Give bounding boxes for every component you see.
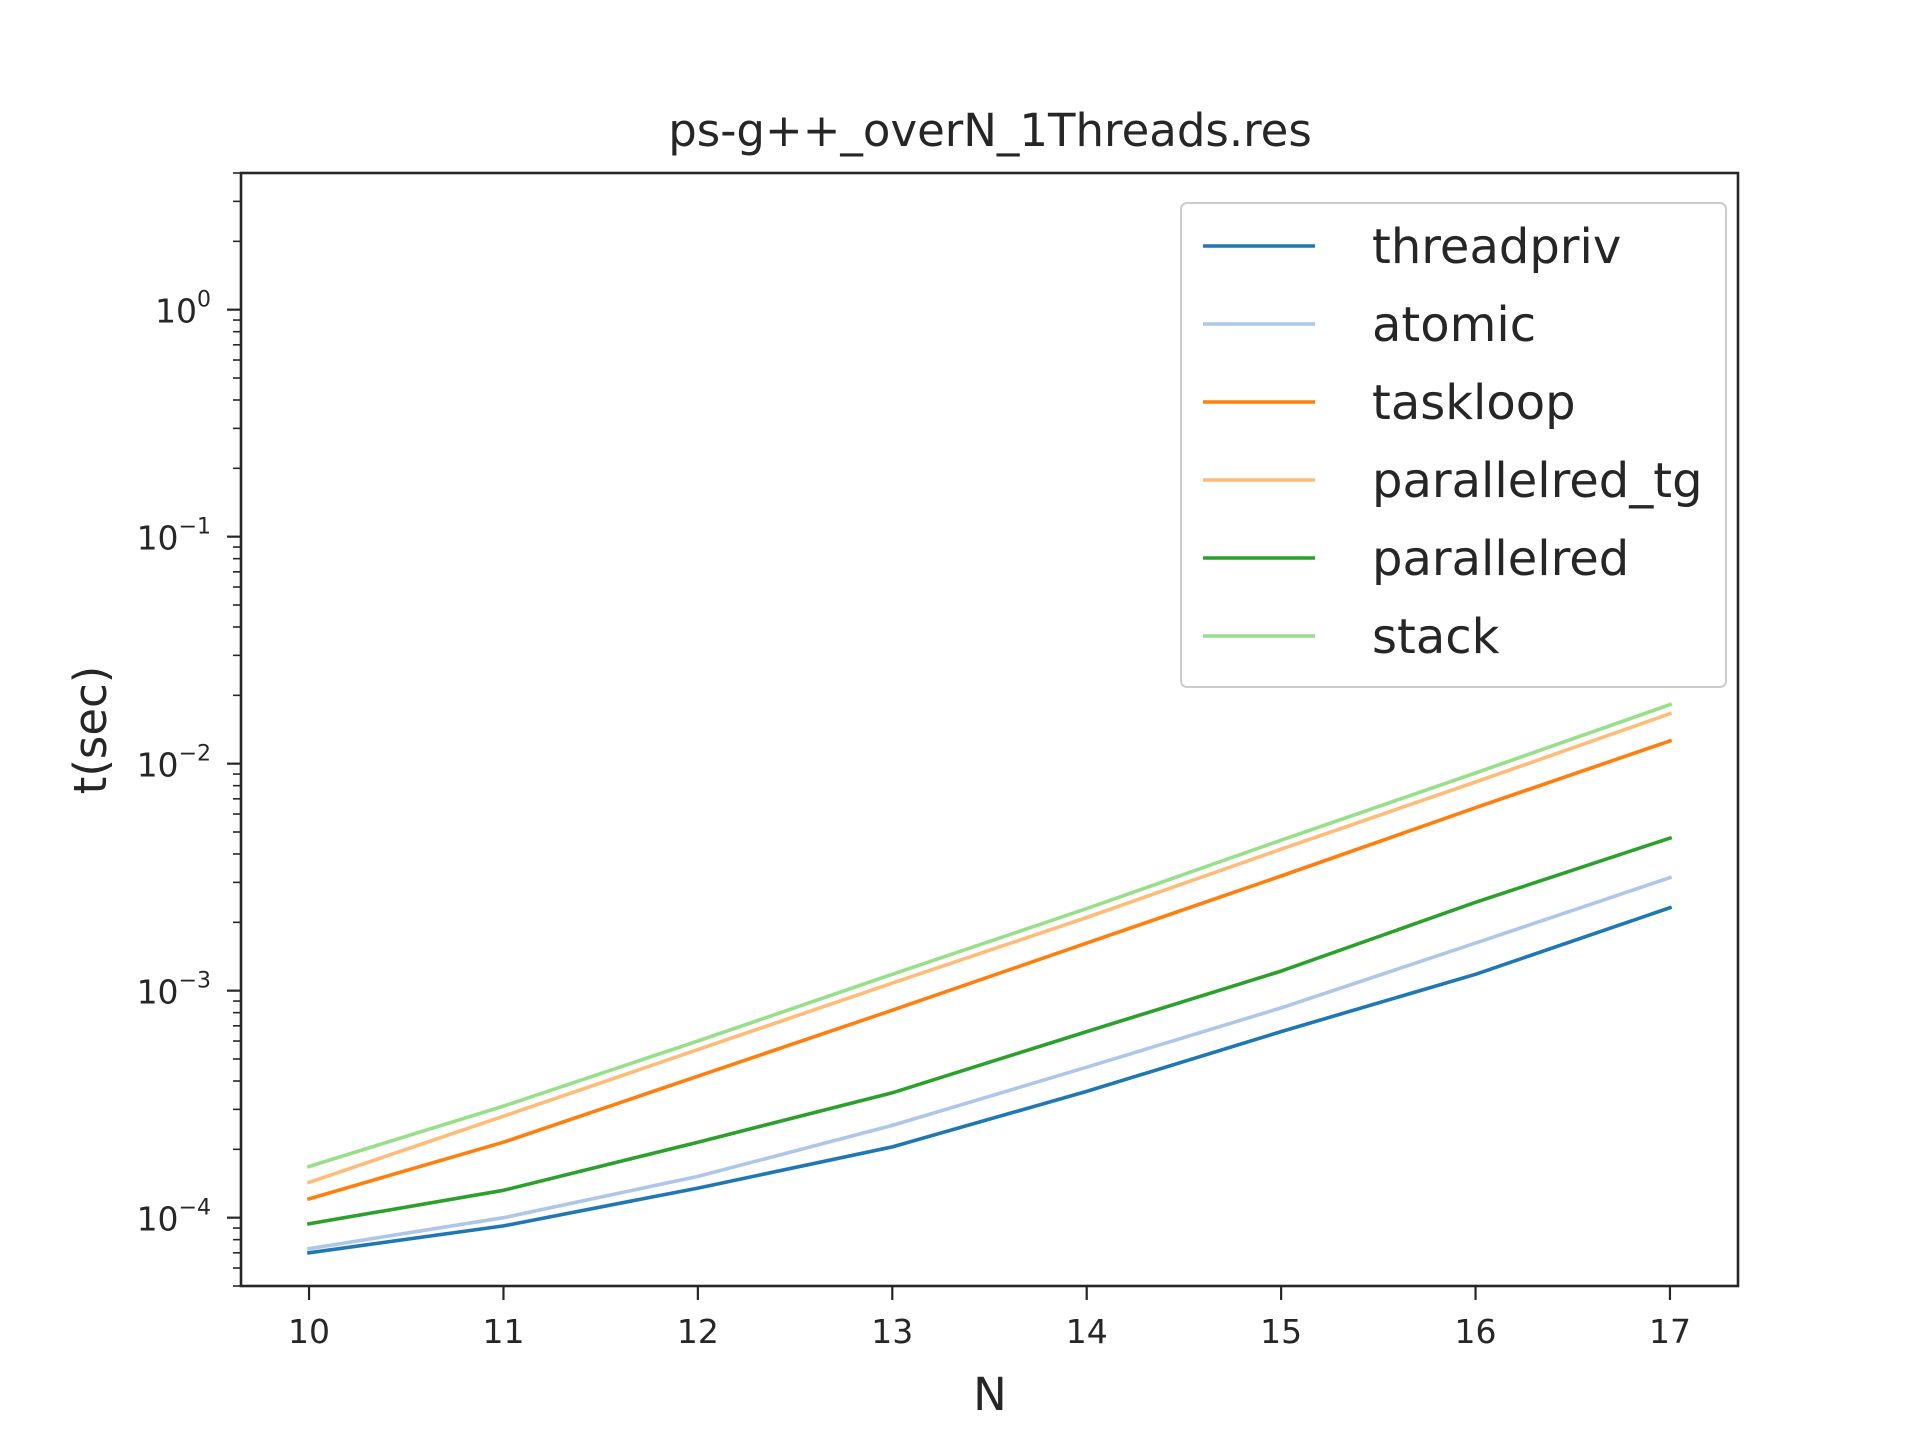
legend: threadpriv atomic taskloop parallelred_tgpa… [1180,202,1727,688]
x-tick-label: 12 [677,1312,719,1351]
y-tick-exponent: −3 [179,969,211,994]
legend-label-threadpriv: threadpriv [1372,219,1621,275]
chart-title: ps-g++_overN_1Threads.res [668,104,1312,157]
series-line-parallelred_tg [306,711,1673,1185]
y-tick-base: 10 [137,519,179,558]
y-tick-label: 10−3 [137,969,211,1012]
legend-label-parallelred: parallelred [1372,531,1629,587]
series-line-taskloop [306,738,1673,1202]
y-tick-exponent: −2 [179,742,211,767]
y-tick-base: 10 [137,746,179,785]
series-lines [306,702,1673,1255]
x-tick-label: 14 [1066,1312,1108,1351]
x-tick-label: 15 [1260,1312,1302,1351]
y-axis-label: t(sec) [64,666,117,795]
legend-label-parallelred_tg: parallelred_tg [1372,453,1703,509]
series-line-atomic [306,875,1673,1251]
y-tick-base: 10 [137,973,179,1012]
x-tick-label: 13 [871,1312,913,1351]
legend-box [1180,202,1727,688]
x-axis-label: N [973,1368,1007,1421]
legend-label-taskloop: taskloop [1372,375,1576,431]
axes-frame [239,171,1740,1288]
y-tick-base: 10 [137,1200,179,1239]
x-tick-label: 10 [288,1312,330,1351]
y-tick-exponent: 0 [197,288,211,313]
y-tick-label: 100 [155,288,211,331]
y-tick-exponent: −4 [179,1196,211,1221]
x-tick-label: 16 [1455,1312,1497,1351]
legend-label-stack: stack [1372,609,1500,665]
x-tick-label: 11 [482,1312,524,1351]
series-line-stack [306,702,1673,1169]
y-tick-base: 10 [155,292,197,331]
y-tick-label: 10−2 [137,742,211,785]
x-tick-label: 17 [1649,1312,1691,1351]
y-tick-exponent: −1 [179,515,211,540]
y-tick-label: 10−1 [137,515,211,558]
legend-label-atomic: atomic [1372,297,1536,353]
series-line-parallelred [306,835,1673,1226]
series-line-threadpriv [306,905,1673,1255]
x-axis: 10 11 12 13 14 15 16 17 [288,1286,1691,1351]
y-tick-label: 10−4 [137,1196,211,1239]
